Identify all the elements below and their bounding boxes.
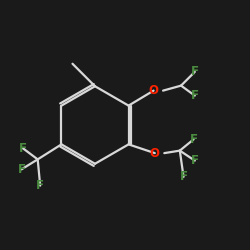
Text: F: F: [36, 179, 44, 192]
Text: O: O: [150, 146, 160, 160]
Text: F: F: [19, 142, 27, 154]
Text: F: F: [191, 65, 199, 78]
Text: F: F: [191, 154, 199, 167]
Text: F: F: [190, 133, 198, 146]
Text: F: F: [180, 170, 188, 183]
Text: O: O: [148, 84, 158, 97]
Text: F: F: [18, 163, 25, 176]
Text: F: F: [191, 89, 199, 102]
